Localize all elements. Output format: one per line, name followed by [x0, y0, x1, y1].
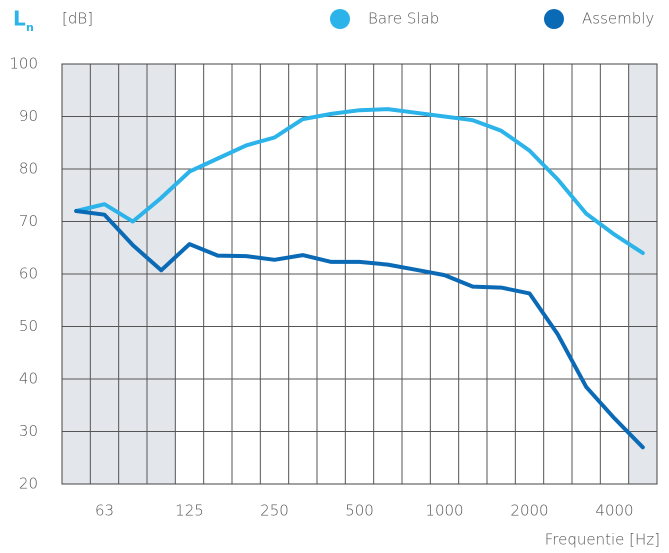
legend-marker: [330, 9, 350, 29]
y-tick-label: 50: [19, 317, 38, 335]
y-tick-label: 20: [19, 475, 38, 493]
x-tick-label: 2000: [510, 502, 548, 520]
x-label: Frequentie [Hz]: [545, 531, 660, 549]
data-line: [74, 209, 645, 450]
y-label: L: [13, 7, 26, 31]
legend-label: Bare Slab: [368, 10, 439, 28]
x-tick-label: 4000: [595, 502, 633, 520]
y-tick-label: 30: [19, 422, 38, 440]
y-tick-label: 60: [19, 265, 38, 283]
x-tick-label: 250: [260, 502, 289, 520]
legend-label: Assembly: [582, 10, 654, 28]
y-tick-label: 40: [19, 370, 38, 388]
data-line: [74, 107, 645, 255]
x-tick-label: 63: [95, 502, 114, 520]
x-tick-label: 125: [175, 502, 204, 520]
legend-marker: [544, 9, 564, 29]
y-tick-label: 90: [19, 107, 38, 125]
y-tick-label: 70: [19, 212, 38, 230]
y-tick-label: 100: [9, 55, 38, 73]
y-label-sub: n: [26, 21, 34, 34]
plot-frame: [61, 63, 658, 485]
x-tick-label: 1000: [425, 502, 463, 520]
y-tick-label: 80: [19, 160, 38, 178]
x-tick-label: 500: [345, 502, 374, 520]
y-unit: [dB]: [62, 10, 93, 28]
grid: [62, 63, 657, 485]
